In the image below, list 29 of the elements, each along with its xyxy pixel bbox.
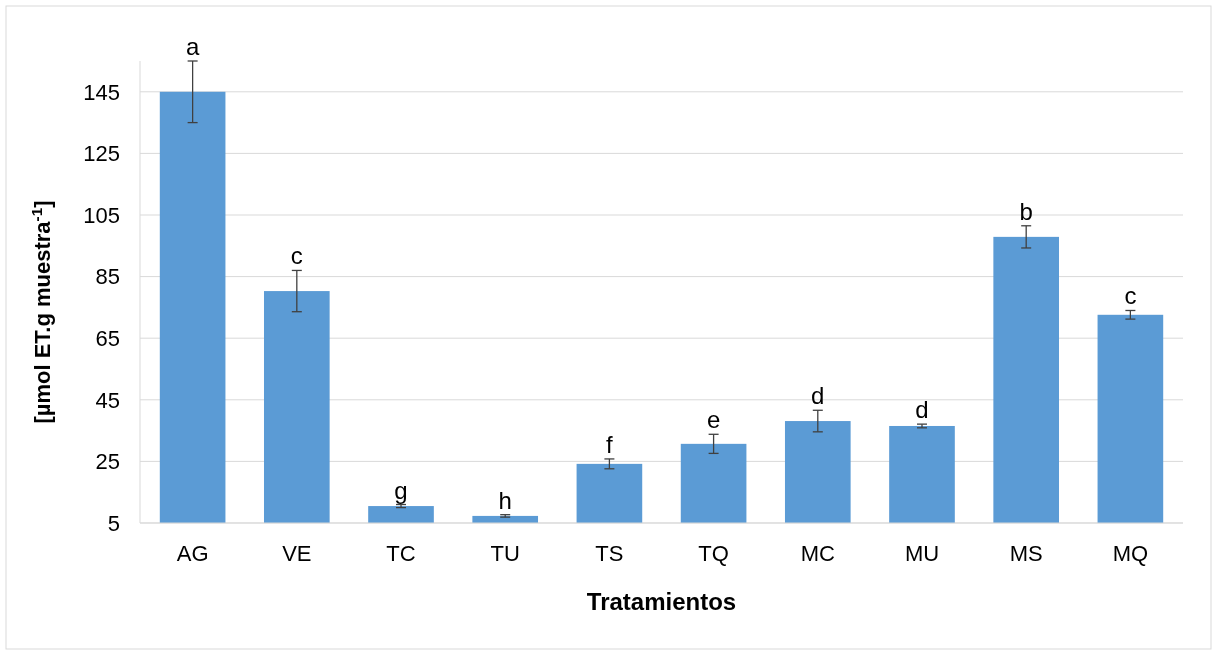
x-tick-label: VE <box>282 541 312 566</box>
y-tick-label: 25 <box>95 449 120 475</box>
annotation: c <box>290 242 303 270</box>
x-tick-label: TQ <box>698 541 729 566</box>
annotation: d <box>915 396 929 424</box>
y-tick-label: 145 <box>83 79 120 105</box>
y-tick-label: 45 <box>95 387 120 413</box>
annotation: c <box>1124 282 1137 310</box>
x-tick-label: MQ <box>1112 541 1149 566</box>
y-tick-label: 105 <box>83 202 120 228</box>
y-tick-label: 5 <box>107 510 120 536</box>
x-axis-title: Tratamientos <box>586 588 737 615</box>
x-tick-label: MS <box>1009 541 1043 566</box>
y-tick-label: 85 <box>95 264 120 290</box>
x-tick-label: AG <box>176 541 209 566</box>
y-tick-label: 65 <box>95 325 120 351</box>
annotation: g <box>394 476 408 504</box>
x-tick-label: TC <box>386 541 416 566</box>
x-tick-label: MU <box>904 541 940 566</box>
annotation: a <box>185 33 200 60</box>
x-tick-label: MC <box>800 541 836 566</box>
annotation: d <box>811 382 825 410</box>
annotation: b <box>1019 197 1033 225</box>
annotation: e <box>706 406 721 434</box>
x-tick-label: TU <box>490 541 520 566</box>
x-tick-label: TS <box>595 541 624 566</box>
annotation: f <box>606 430 614 458</box>
y-tick-label: 125 <box>83 141 120 167</box>
annotation: h <box>498 486 512 514</box>
